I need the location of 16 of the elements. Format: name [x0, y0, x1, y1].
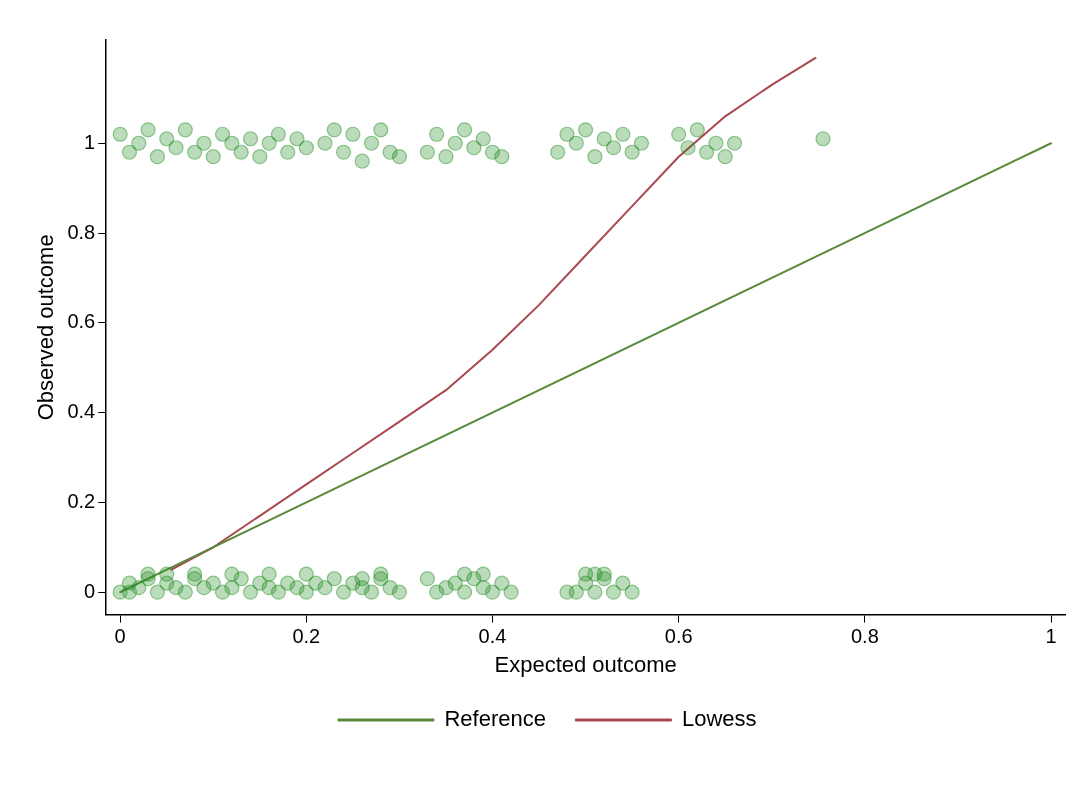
x-axis-title: Expected outcome: [494, 651, 677, 677]
y-axis-title: Observed outcome: [33, 234, 59, 421]
y-tick-label: 0.2: [67, 489, 96, 512]
y-tick-label: 0.6: [67, 310, 96, 333]
y-tick-label: 0.4: [67, 400, 96, 423]
x-tick-label: 0.6: [664, 625, 693, 648]
x-tick-label: 0.2: [292, 625, 321, 648]
x-tick-label: 0: [114, 625, 126, 648]
legend-label: Reference: [444, 706, 546, 732]
legend-label: Lowess: [681, 706, 757, 732]
x-tick-label: 1: [1045, 625, 1057, 648]
x-tick-label: 0.8: [850, 625, 879, 648]
y-tick-label: 0.8: [67, 220, 96, 243]
y-tick-label: 0: [84, 579, 96, 602]
x-tick-label: 0.4: [478, 625, 507, 648]
y-tick-label: 1: [84, 130, 96, 153]
